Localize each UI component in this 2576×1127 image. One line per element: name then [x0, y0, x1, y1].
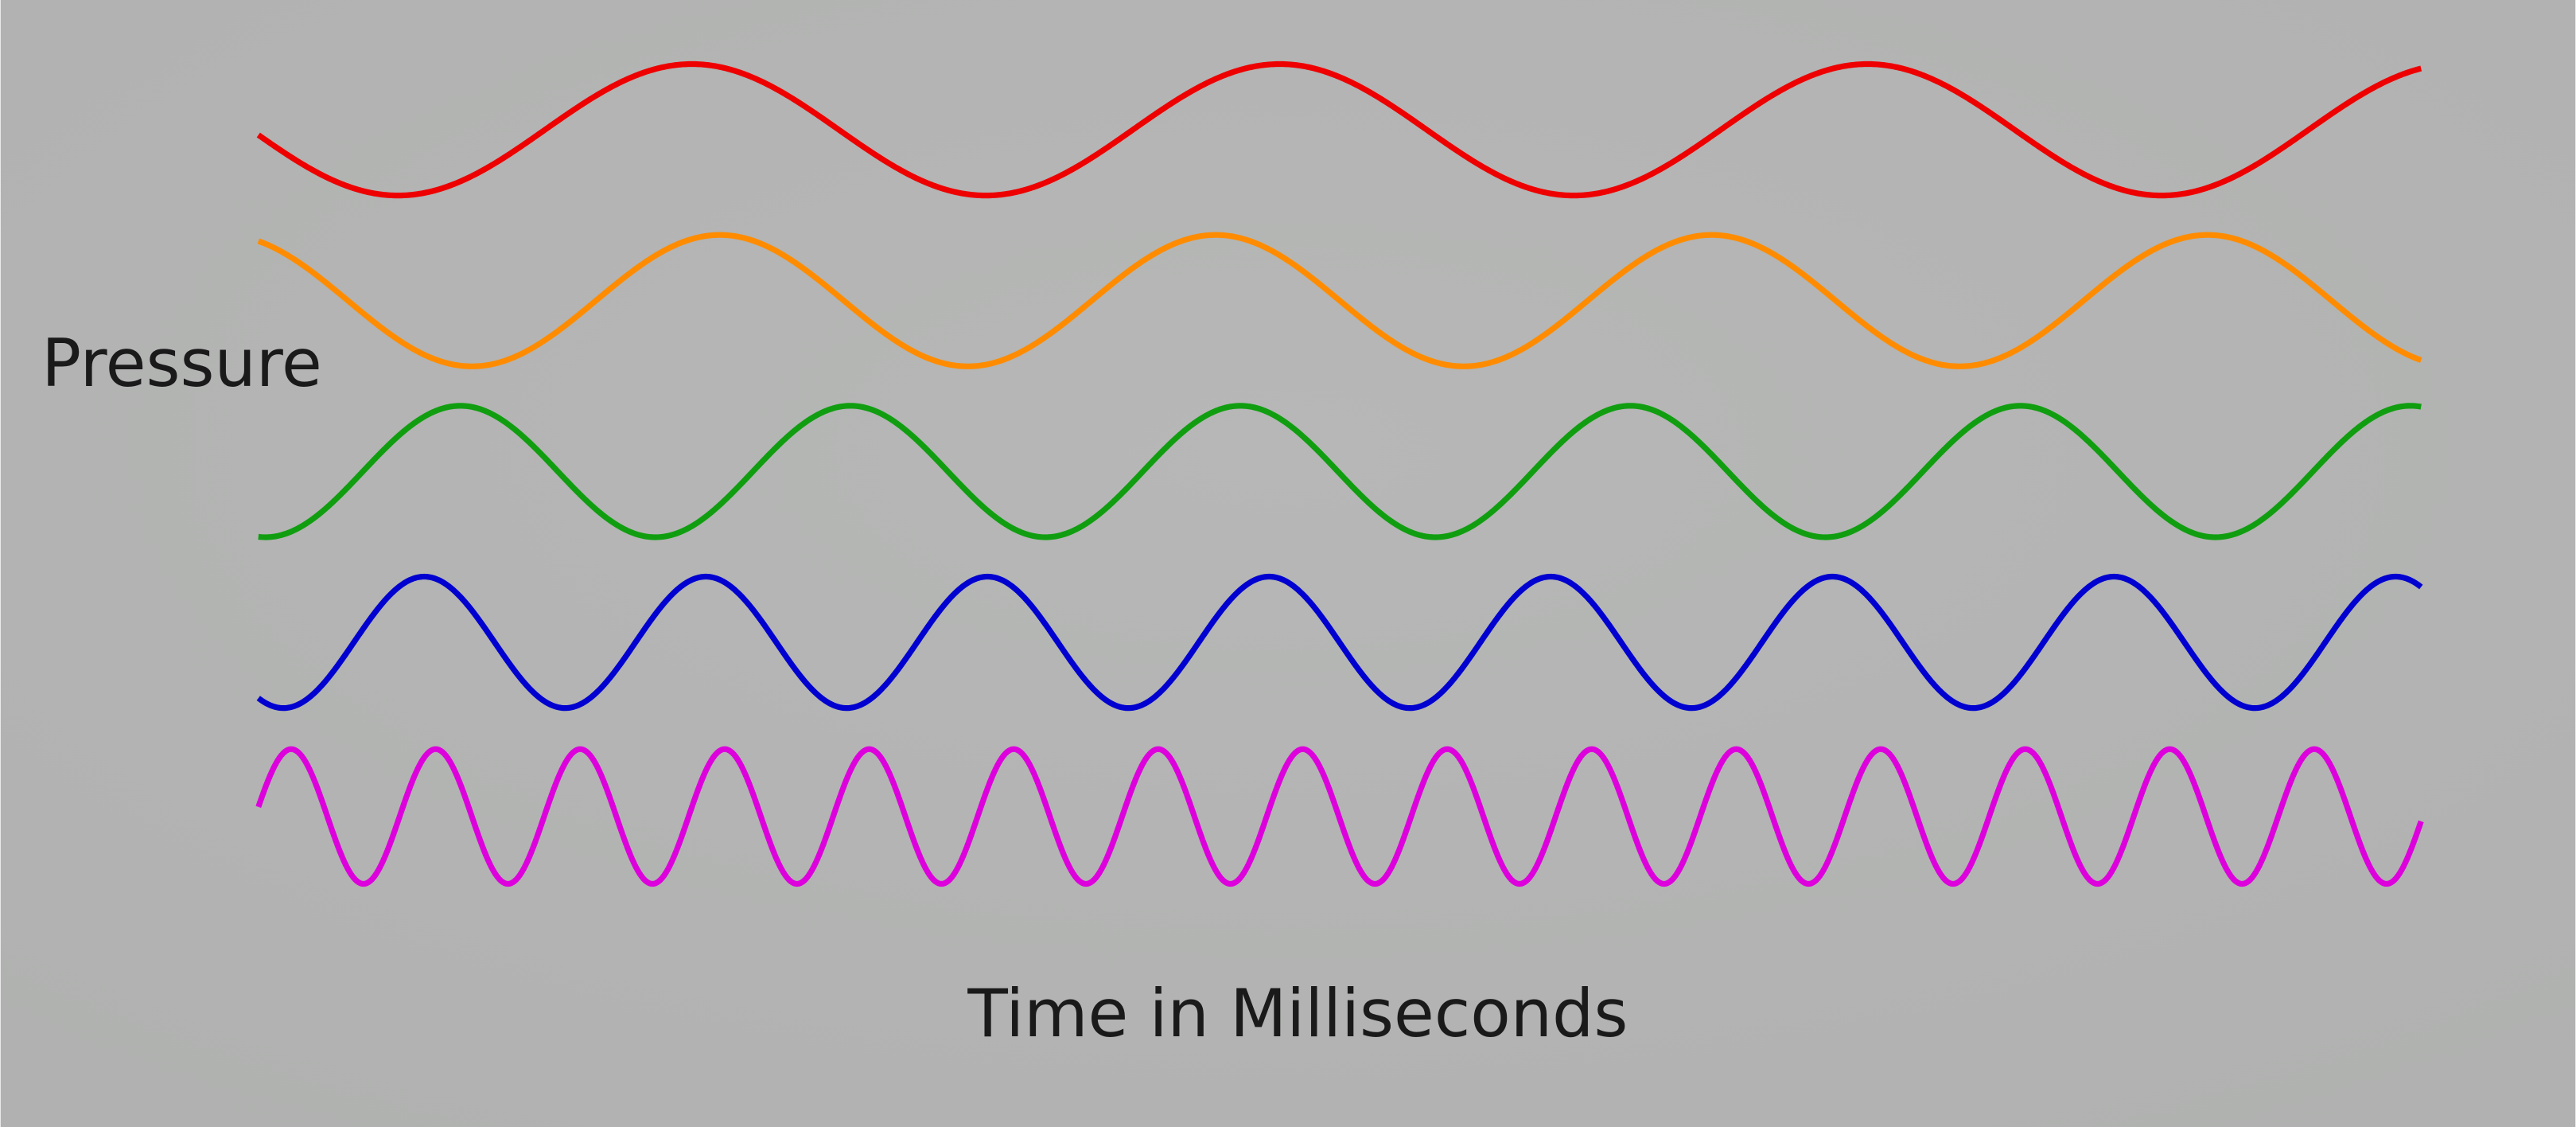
waves	[255, 60, 2424, 887]
wave	[256, 60, 2422, 199]
x-axis-label: Time in Milliseconds	[967, 976, 1628, 1052]
wave	[256, 573, 2423, 712]
wave	[255, 746, 2424, 887]
wave	[258, 403, 2422, 540]
wave	[257, 232, 2422, 369]
y-axis-label: Pressure	[41, 326, 321, 402]
